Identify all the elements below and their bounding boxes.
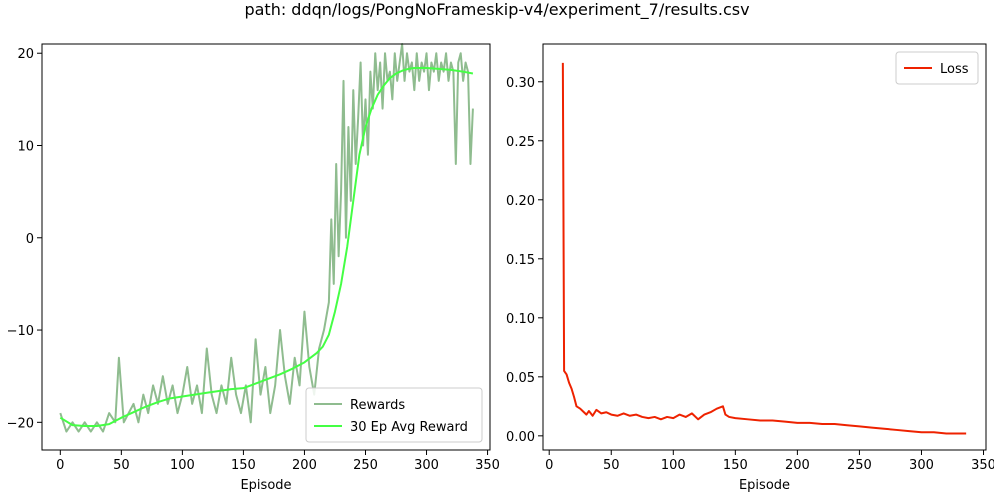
rewards-legend: Rewards 30 Ep Avg Reward — [305, 387, 483, 443]
rewards-y-tick-label: 10 — [17, 140, 34, 155]
rewards-series-line-2 — [59, 66, 474, 428]
loss-y-tick-label: 0.05 — [506, 371, 535, 386]
rewards-y-tick-label: 20 — [17, 47, 34, 62]
loss-y-tick-label: 0.30 — [506, 76, 535, 91]
rewards-x-tick-label: 350 — [475, 458, 500, 473]
rewards-x-axis-label: Episode — [240, 478, 291, 493]
figure-title: path: ddqn/logs/PongNoFrameskip-v4/exper… — [244, 0, 749, 20]
rewards-legend-box — [305, 387, 483, 443]
rewards-y-tick-label: 0 — [26, 232, 34, 247]
loss-x-tick-label: 0 — [545, 458, 553, 473]
loss-y-tick-label: 0.25 — [506, 135, 535, 150]
loss-x-tick-label: 50 — [603, 458, 620, 473]
loss-x-axis-label: Episode — [739, 478, 790, 493]
loss-chart-panel: 0 50 100 150 200 250 300 350 0.00 0.05 0.10 0.15 0.2… — [506, 43, 994, 493]
loss-x-tick-label: 100 — [661, 458, 686, 473]
loss-y-tick-label: 0.15 — [506, 253, 535, 268]
loss-legend: Loss — [895, 51, 979, 85]
loss-x-tick-label: 300 — [909, 458, 934, 473]
rewards-x-tick-label: 100 — [170, 458, 195, 473]
rewards-axes-frame — [41, 43, 491, 451]
loss-legend-label-1: Loss — [940, 62, 969, 77]
loss-y-tick-label: 0.10 — [506, 312, 535, 327]
loss-x-tick-label: 350 — [971, 458, 994, 473]
loss-legend-box — [895, 51, 979, 85]
rewards-legend-label-2: 30 Ep Avg Reward — [350, 420, 468, 435]
loss-axes-frame — [542, 43, 987, 451]
rewards-series-line-1 — [59, 43, 474, 433]
rewards-y-tick-label: −10 — [7, 324, 34, 339]
loss-y-tick-label: 0.20 — [506, 194, 535, 209]
rewards-legend-label-1: Rewards — [350, 398, 405, 413]
loss-series-line-1 — [561, 62, 967, 435]
loss-x-tick-label: 250 — [847, 458, 872, 473]
rewards-x-tick-label: 200 — [292, 458, 317, 473]
rewards-x-tick-label: 0 — [56, 458, 64, 473]
rewards-x-tick-label: 50 — [113, 458, 130, 473]
rewards-y-tick-label: −20 — [7, 416, 34, 431]
rewards-chart-panel: 0 50 100 150 200 250 300 350 −20 −10 0 10 20 Episode R… — [7, 43, 500, 493]
rewards-x-tick-label: 150 — [231, 458, 256, 473]
loss-x-tick-label: 200 — [785, 458, 810, 473]
loss-x-tick-label: 150 — [723, 458, 748, 473]
rewards-x-tick-label: 300 — [414, 458, 439, 473]
loss-y-tick-label: 0.00 — [506, 430, 535, 445]
rewards-x-tick-label: 250 — [353, 458, 378, 473]
